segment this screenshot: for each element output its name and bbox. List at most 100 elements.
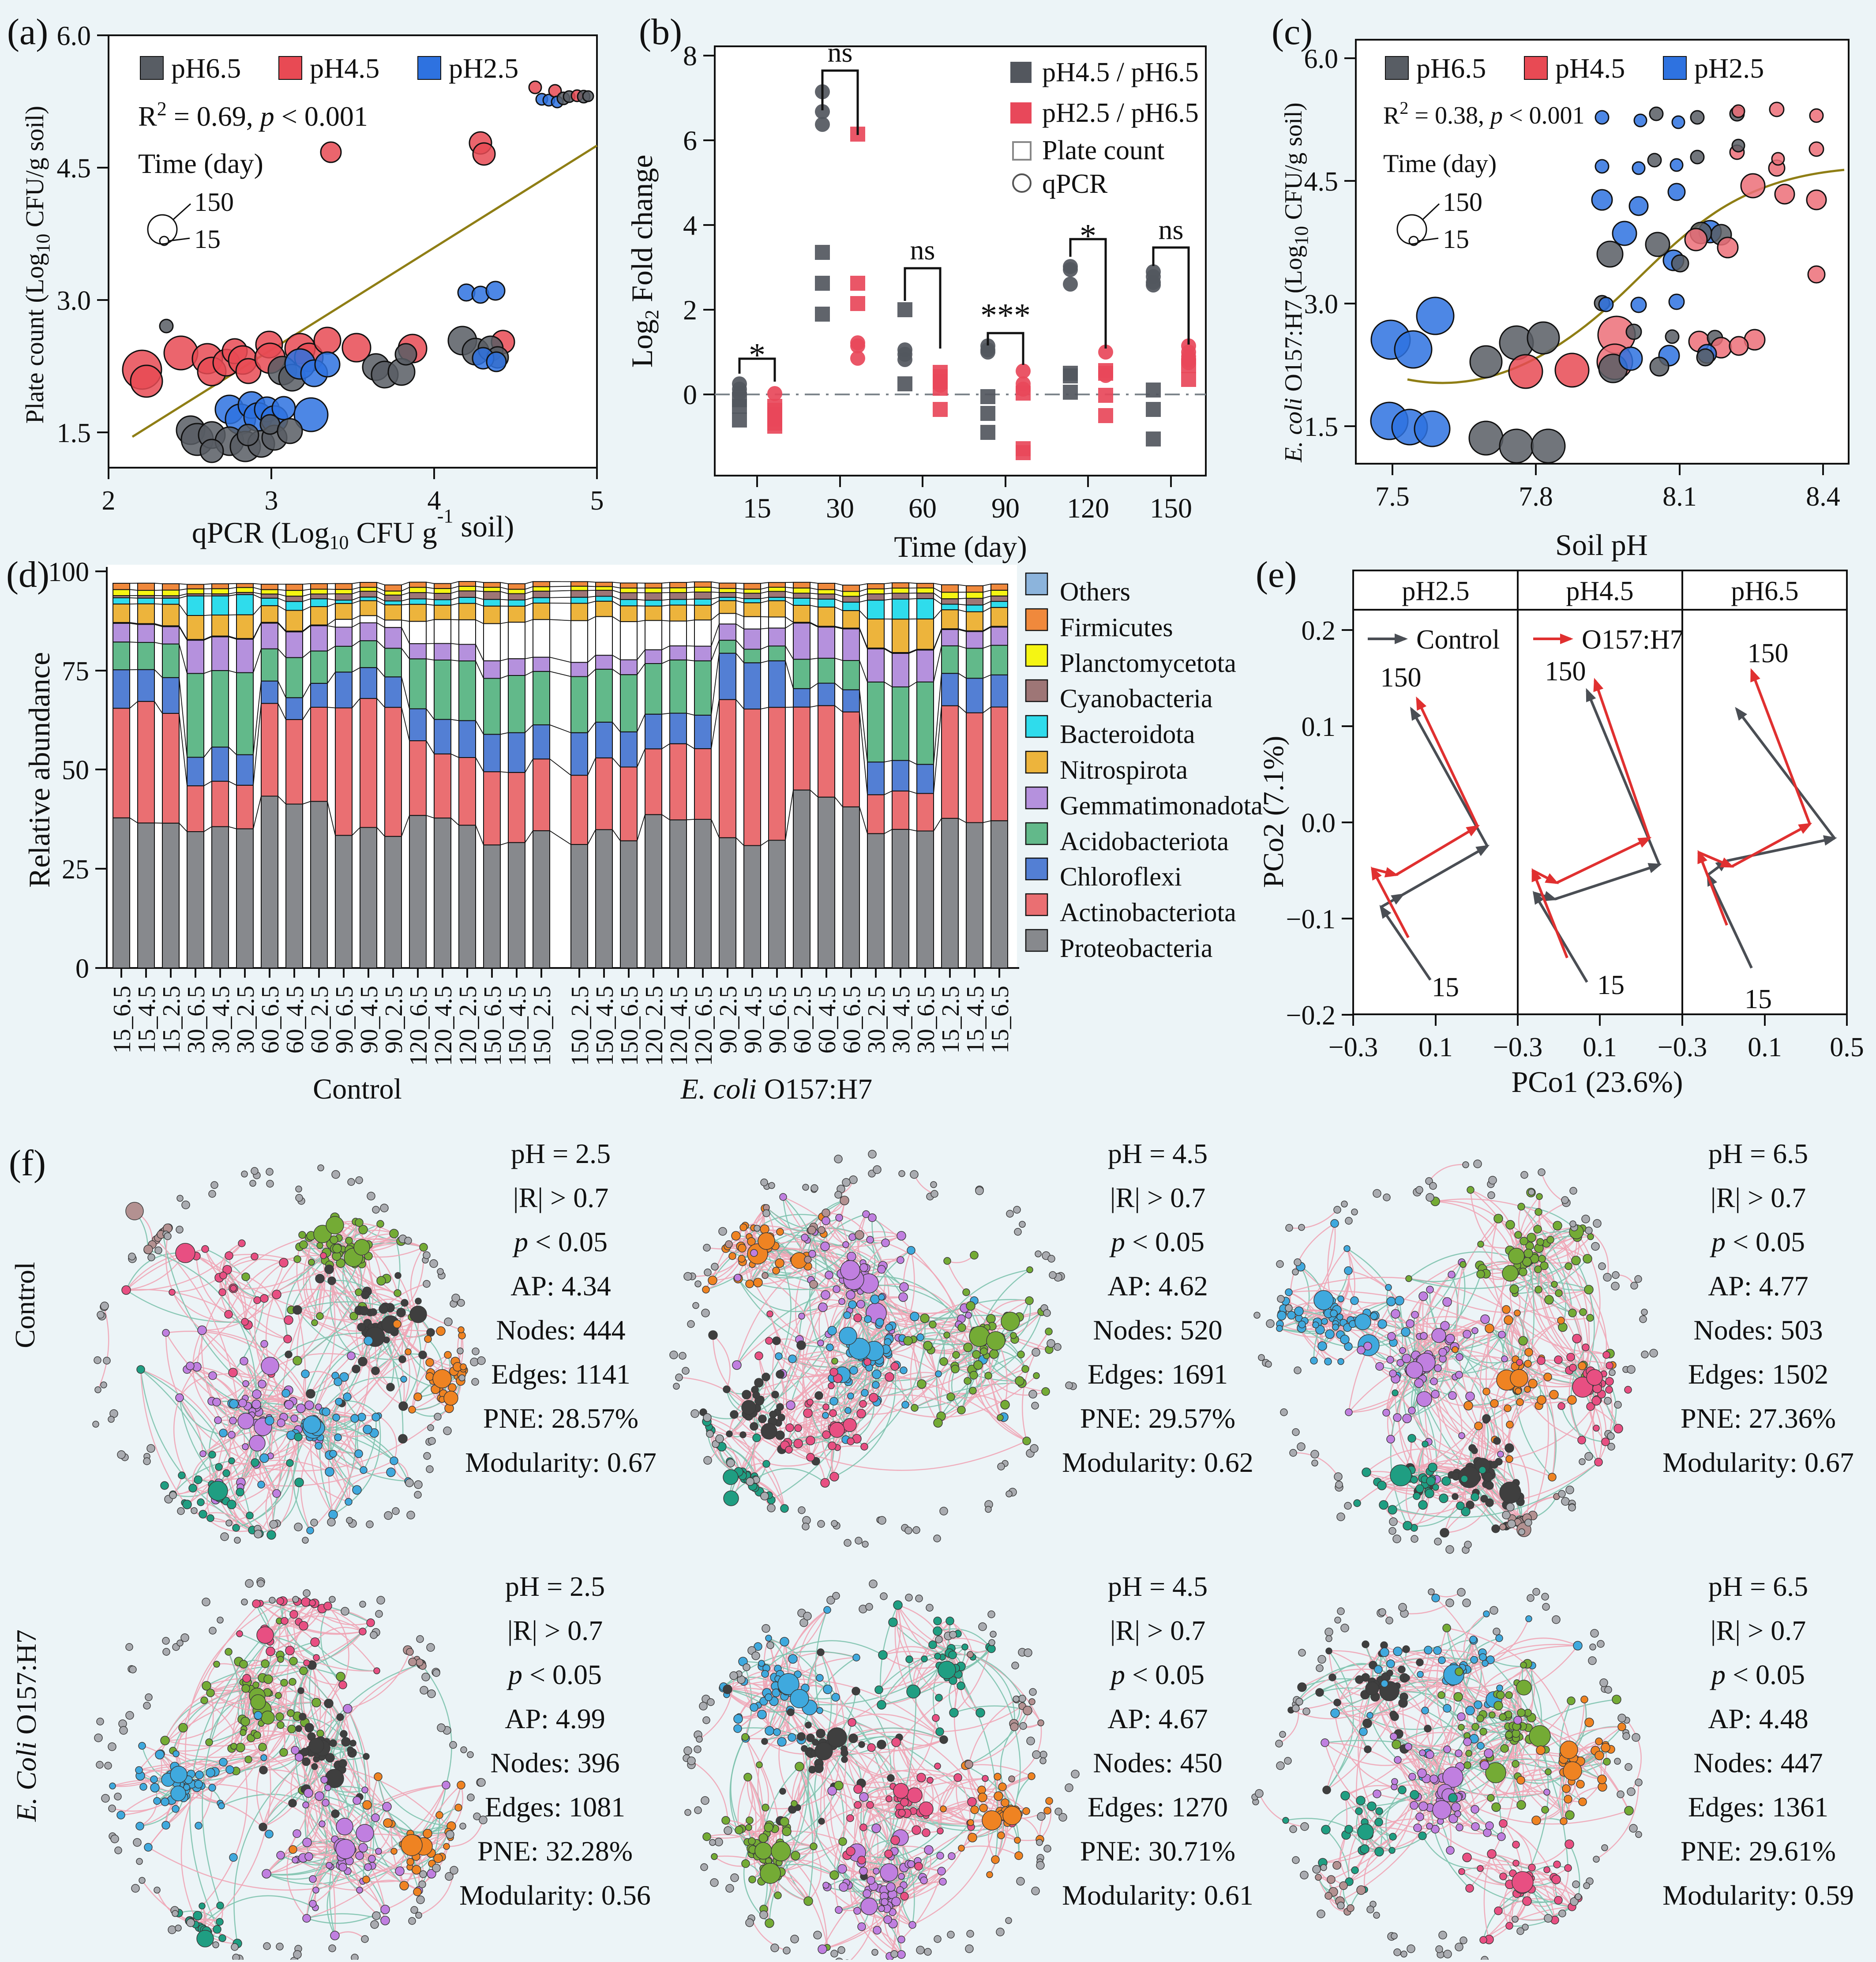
svg-text:15_2.5: 15_2.5 (937, 986, 964, 1054)
svg-text:50: 50 (62, 755, 89, 785)
svg-text:Time (day): Time (day) (1383, 149, 1497, 178)
svg-text:Actinobacteriota: Actinobacteriota (1060, 898, 1236, 927)
svg-text:|R| > 0.7: |R| > 0.7 (507, 1615, 603, 1646)
svg-text:0.2: 0.2 (1302, 616, 1336, 646)
svg-text:0.1: 0.1 (1583, 1032, 1617, 1062)
svg-text:100: 100 (48, 557, 89, 587)
svg-text:AP: 4.62: AP: 4.62 (1107, 1270, 1208, 1302)
svg-text:150: 150 (1150, 492, 1192, 524)
svg-text:Nitrospirota: Nitrospirota (1060, 755, 1188, 784)
svg-text:Nodes: 503: Nodes: 503 (1693, 1314, 1823, 1346)
svg-text:|R| > 0.7: |R| > 0.7 (1711, 1182, 1806, 1213)
svg-text:PCo1 (23.6%): PCo1 (23.6%) (1511, 1065, 1683, 1099)
svg-text:Nodes: 450: Nodes: 450 (1093, 1747, 1222, 1778)
svg-text:Cyanobacteria: Cyanobacteria (1060, 684, 1213, 713)
svg-text:Others: Others (1060, 577, 1130, 606)
svg-text:qPCR (Log10 CFU g-1 soil): qPCR (Log10 CFU g-1 soil) (192, 505, 514, 553)
svg-text:−0.3: −0.3 (1658, 1032, 1707, 1062)
svg-text:E. coli O157:H7 (Log10 CFU/g s: E. coli O157:H7 (Log10 CFU/g soil) (1280, 102, 1312, 463)
svg-text:15_4.5: 15_4.5 (962, 986, 989, 1054)
svg-text:15_6.5: 15_6.5 (987, 986, 1014, 1054)
svg-text:Edges: 1270: Edges: 1270 (1088, 1791, 1228, 1823)
svg-text:Log2 Fold change: Log2 Fold change (625, 155, 663, 368)
svg-text:60_4.5: 60_4.5 (814, 986, 841, 1054)
svg-text:Proteobacteria: Proteobacteria (1060, 934, 1213, 963)
svg-text:pH2.5: pH2.5 (449, 53, 518, 84)
svg-text:30_4.5: 30_4.5 (888, 986, 915, 1054)
svg-text:60_6.5: 60_6.5 (838, 986, 866, 1054)
svg-text:90_6.5: 90_6.5 (764, 986, 792, 1054)
svg-text:−0.3: −0.3 (1493, 1032, 1542, 1062)
svg-text:7.5: 7.5 (1375, 482, 1410, 512)
svg-text:1.5: 1.5 (1304, 412, 1339, 442)
svg-text:(f): (f) (9, 1143, 46, 1184)
svg-text:60_2.5: 60_2.5 (789, 986, 816, 1054)
svg-text:|R| > 0.7: |R| > 0.7 (1110, 1615, 1205, 1646)
svg-text:R2 = 0.69, p < 0.001: R2 = 0.69, p < 0.001 (138, 98, 368, 132)
svg-text:15: 15 (743, 492, 771, 524)
svg-text:pH4.5: pH4.5 (310, 53, 379, 84)
svg-text:Firmicutes: Firmicutes (1060, 613, 1173, 642)
svg-text:6.0: 6.0 (1304, 44, 1339, 74)
svg-text:15_6.5: 15_6.5 (109, 986, 136, 1054)
svg-text:ns: ns (828, 37, 853, 68)
svg-text:PNE: 28.57%: PNE: 28.57% (483, 1403, 638, 1434)
svg-text:pH2.5: pH2.5 (1402, 576, 1469, 606)
svg-text:Control: Control (313, 1073, 402, 1105)
svg-text:*: * (749, 337, 765, 374)
svg-text:p < 0.05: p < 0.05 (507, 1659, 602, 1690)
svg-text:120: 120 (1067, 492, 1109, 524)
svg-text:p < 0.05: p < 0.05 (1109, 1659, 1204, 1690)
svg-text:90_4.5: 90_4.5 (739, 986, 767, 1054)
svg-text:R2 = 0.38, p < 0.001: R2 = 0.38, p < 0.001 (1383, 98, 1585, 129)
svg-text:150_4.5: 150_4.5 (504, 986, 531, 1066)
svg-text:pH2.5 / pH6.5: pH2.5 / pH6.5 (1042, 98, 1199, 128)
svg-text:*: * (1080, 218, 1096, 255)
svg-text:AP: 4.99: AP: 4.99 (505, 1703, 605, 1734)
svg-text:3: 3 (265, 486, 278, 516)
svg-text:15: 15 (1443, 225, 1469, 254)
svg-text:pH = 4.5: pH = 4.5 (1108, 1571, 1208, 1602)
svg-text:15: 15 (194, 225, 221, 254)
svg-text:Modularity: 0.67: Modularity: 0.67 (1662, 1447, 1854, 1478)
svg-text:60_2.5: 60_2.5 (306, 986, 334, 1054)
svg-text:8.4: 8.4 (1806, 482, 1840, 512)
svg-text:PNE: 32.28%: PNE: 32.28% (477, 1835, 633, 1867)
svg-text:4.5: 4.5 (57, 154, 91, 184)
svg-text:PNE: 29.57%: PNE: 29.57% (1080, 1403, 1235, 1434)
svg-text:PNE: 30.71%: PNE: 30.71% (1080, 1835, 1235, 1867)
svg-text:pH = 2.5: pH = 2.5 (511, 1138, 611, 1169)
svg-text:AP: 4.48: AP: 4.48 (1708, 1703, 1808, 1734)
svg-text:15_2.5: 15_2.5 (158, 986, 185, 1054)
svg-text:qPCR: qPCR (1042, 169, 1108, 199)
svg-text:PNE: 27.36%: PNE: 27.36% (1681, 1403, 1836, 1434)
svg-text:Chloroflexi: Chloroflexi (1060, 862, 1182, 891)
svg-text:30: 30 (826, 492, 854, 524)
svg-text:Control: Control (9, 1262, 41, 1348)
svg-text:90_2.5: 90_2.5 (715, 986, 742, 1054)
svg-text:Gemmatimonadota: Gemmatimonadota (1060, 791, 1263, 820)
svg-text:Nodes: 396: Nodes: 396 (490, 1747, 619, 1778)
svg-text:Edges: 1081: Edges: 1081 (485, 1791, 625, 1823)
svg-text:60: 60 (908, 492, 937, 524)
svg-text:0.1: 0.1 (1302, 712, 1336, 742)
svg-text:120_4.5: 120_4.5 (665, 986, 693, 1066)
svg-text:Planctomycetota: Planctomycetota (1060, 649, 1236, 678)
svg-text:−0.1: −0.1 (1286, 904, 1336, 934)
svg-text:150: 150 (1545, 657, 1586, 687)
svg-text:−0.2: −0.2 (1286, 1001, 1336, 1031)
svg-text:90_2.5: 90_2.5 (380, 986, 408, 1054)
svg-text:30_4.5: 30_4.5 (207, 986, 235, 1054)
svg-text:Edges: 1502: Edges: 1502 (1688, 1358, 1828, 1390)
svg-text:90_6.5: 90_6.5 (331, 986, 358, 1054)
svg-text:15: 15 (1432, 972, 1459, 1002)
svg-text:Time (day): Time (day) (894, 530, 1027, 563)
svg-text:15_4.5: 15_4.5 (133, 986, 161, 1054)
svg-text:Relative abundance: Relative abundance (23, 652, 56, 888)
svg-text:75: 75 (62, 657, 89, 687)
svg-text:2: 2 (102, 486, 116, 516)
svg-text:2: 2 (683, 294, 697, 326)
svg-text:3.0: 3.0 (1304, 289, 1339, 319)
svg-text:AP: 4.34: AP: 4.34 (510, 1270, 611, 1302)
svg-text:pH6.5: pH6.5 (1416, 53, 1486, 84)
